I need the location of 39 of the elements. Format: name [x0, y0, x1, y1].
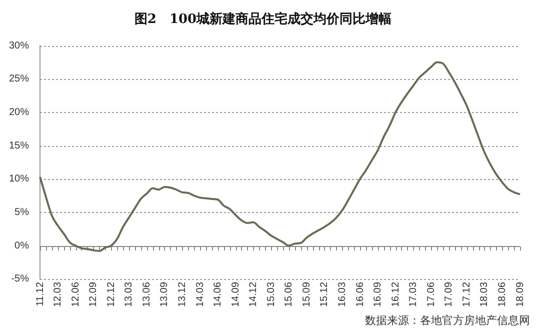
- x-tick-label: 15.12: [319, 282, 330, 308]
- x-tick-label: 17.09: [444, 282, 455, 308]
- chart-title: 图2 100城新建商品住宅成交均价同比增幅: [134, 11, 392, 28]
- x-tick-label: 15.09: [301, 282, 312, 308]
- x-tick-label: 12.06: [70, 282, 82, 308]
- x-tick-label: 11.12: [34, 282, 46, 306]
- x-tick-label: 13.06: [141, 282, 152, 308]
- x-tick-label: 13.12: [176, 282, 188, 308]
- x-tick-label: 18.09: [514, 282, 526, 308]
- x-tick-label: 12.12: [106, 282, 117, 308]
- y-tick-label: 30%: [9, 40, 30, 52]
- x-tick-label: 14.09: [230, 282, 242, 308]
- x-tick-label: 16.09: [372, 282, 384, 308]
- x-tick-label: 15.06: [284, 282, 295, 308]
- x-tick-label: 18.06: [496, 282, 508, 308]
- x-tick-label: 16.03: [336, 282, 348, 308]
- y-tick-label: -5%: [11, 274, 30, 285]
- y-tick-label: 25%: [9, 74, 30, 85]
- x-tick-label: 12.03: [52, 282, 64, 308]
- x-tick-label: 14.03: [194, 282, 206, 308]
- x-tick-label: 17.06: [426, 282, 437, 308]
- y-tick-label: 10%: [9, 174, 30, 185]
- x-tick-label: 17.12: [461, 282, 472, 308]
- source-note: 数据来源：各地官方房地产信息网: [365, 313, 530, 328]
- y-tick-label: 15%: [9, 140, 30, 152]
- x-tick-label: 13.03: [124, 282, 135, 308]
- x-tick-label: 13.09: [159, 282, 170, 308]
- x-tick-label: 14.12: [248, 282, 260, 308]
- x-tick-label: 14.06: [212, 282, 224, 308]
- x-tick-label: 15.03: [266, 282, 277, 308]
- line-series: [39, 61, 521, 252]
- x-tick-label: 17.03: [408, 282, 420, 308]
- y-tick-label: 0%: [14, 240, 30, 252]
- y-tick-label: 20%: [9, 107, 30, 118]
- x-tick-label: 16.12: [390, 282, 402, 308]
- x-tick-label: 16.06: [354, 282, 366, 308]
- x-tick-label: 12.09: [88, 282, 100, 308]
- x-tick-label: 18.03: [479, 282, 490, 308]
- y-tick-label: 5%: [14, 207, 30, 218]
